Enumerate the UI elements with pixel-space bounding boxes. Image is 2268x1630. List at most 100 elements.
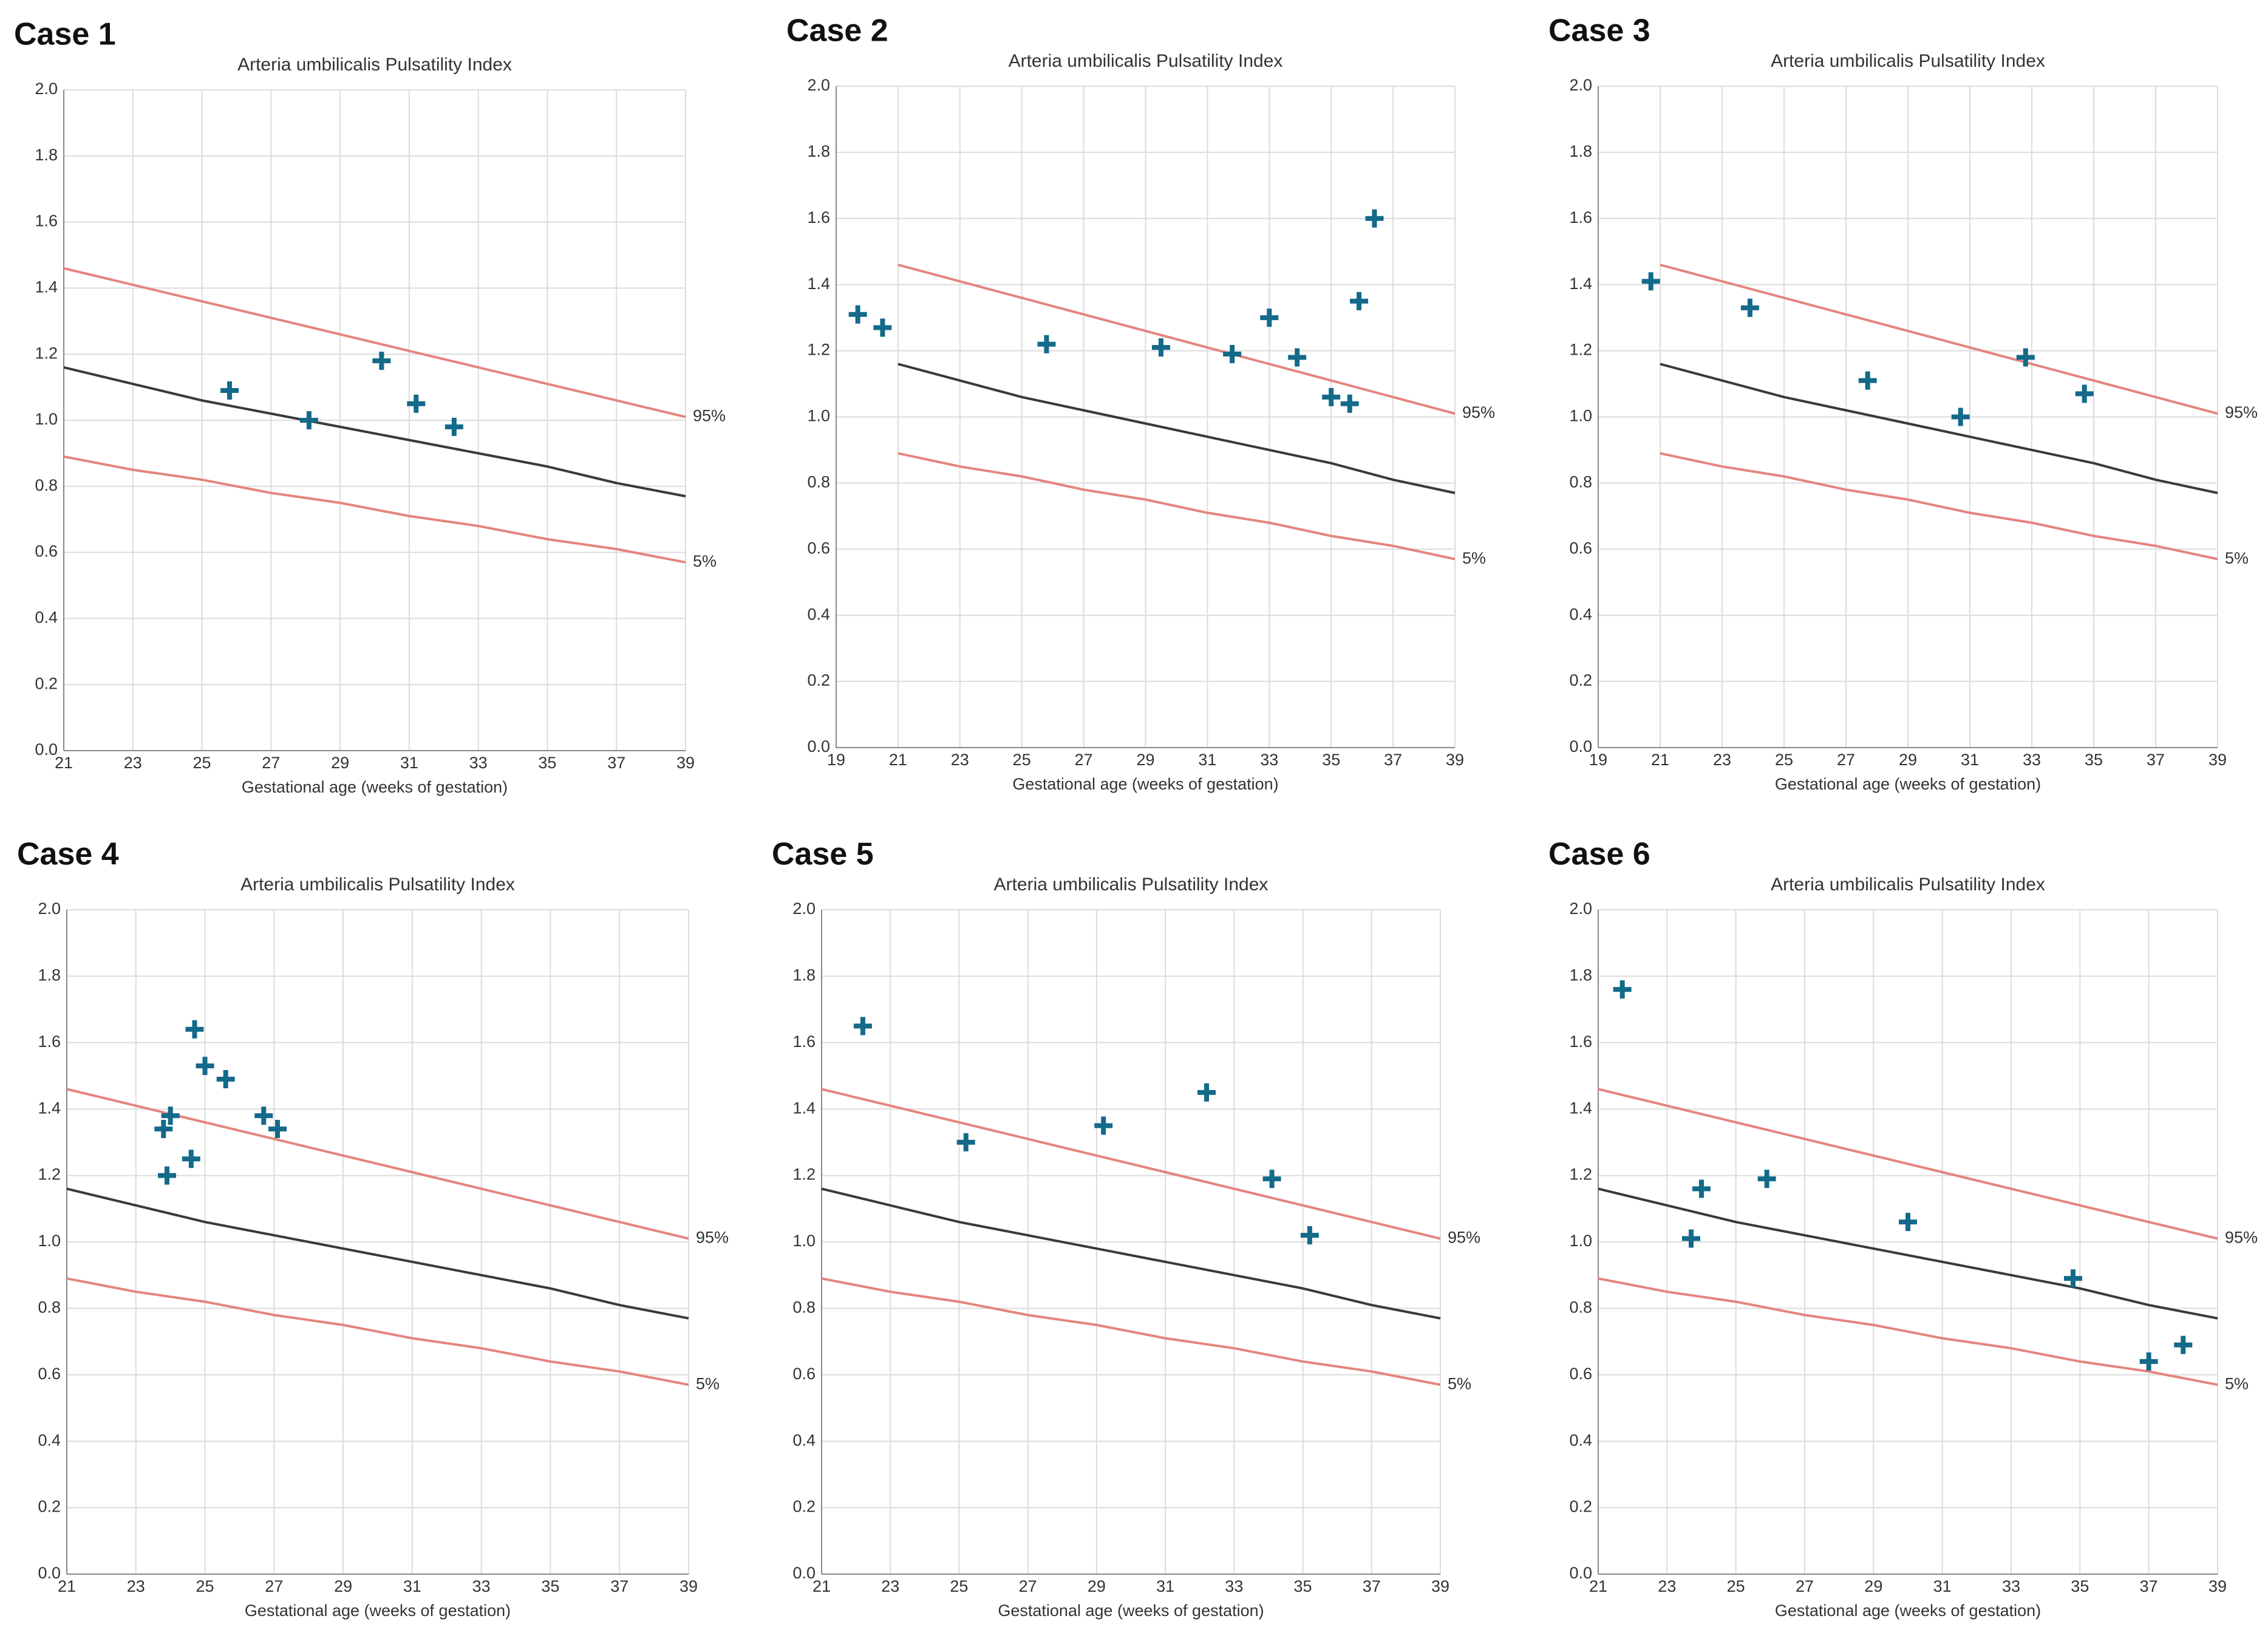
x-axis-label: Gestational age (weeks of gestation) (998, 1601, 1264, 1620)
data-point (1223, 345, 1242, 364)
x-tick-label: 39 (1431, 1577, 1449, 1595)
data-point (185, 1020, 204, 1038)
y-tick-label: 0.8 (1569, 473, 1592, 491)
x-tick-label: 25 (950, 1577, 968, 1595)
case-heading: Case 1 (14, 17, 116, 52)
y-tick-label: 0.8 (38, 1298, 61, 1317)
y-tick-label: 1.0 (807, 407, 830, 425)
y-tick-label: 1.2 (1569, 1165, 1592, 1184)
x-tick-label: 29 (331, 754, 349, 772)
x-tick-label: 37 (610, 1577, 628, 1595)
data-point (853, 1017, 872, 1035)
data-point (1641, 272, 1660, 291)
data-point (2075, 384, 2094, 403)
x-tick-label: 27 (1796, 1577, 1814, 1595)
x-tick-label: 29 (1136, 751, 1154, 769)
x-tick-label: 23 (124, 754, 142, 772)
data-point (268, 1120, 287, 1139)
reference-label: 95% (1448, 1229, 1480, 1247)
y-tick-label: 0.4 (807, 605, 830, 623)
y-tick-label: 1.2 (1569, 341, 1592, 359)
y-tick-label: 1.6 (807, 208, 830, 227)
x-tick-label: 19 (1589, 751, 1607, 769)
data-point (1757, 1170, 1776, 1188)
x-tick-label: 35 (2071, 1577, 2089, 1595)
y-tick-label: 1.4 (1569, 1099, 1592, 1117)
x-tick-label: 27 (265, 1577, 283, 1595)
reference-label: 5% (1448, 1374, 1471, 1393)
y-tick-label: 0.2 (35, 674, 58, 692)
y-tick-label: 0.6 (792, 1365, 816, 1383)
x-tick-label: 35 (541, 1577, 559, 1595)
y-tick-label: 1.0 (38, 1232, 61, 1250)
x-tick-label: 25 (193, 754, 211, 772)
x-tick-label: 33 (472, 1577, 491, 1595)
y-tick-label: 0.2 (1569, 671, 1592, 689)
x-tick-label: 25 (196, 1577, 214, 1595)
chart-title: Arteria umbilicalis Pulsatility Index (237, 55, 512, 75)
x-tick-label: 31 (1156, 1577, 1174, 1595)
y-tick-label: 0.2 (38, 1498, 61, 1516)
x-tick-label: 21 (1589, 1577, 1607, 1595)
x-tick-label: 29 (1899, 751, 1917, 769)
y-tick-label: 1.2 (807, 341, 830, 359)
chart-title: Arteria umbilicalis Pulsatility Index (994, 875, 1269, 895)
x-tick-label: 39 (676, 754, 695, 772)
data-point (1262, 1170, 1281, 1188)
x-tick-label: 39 (679, 1577, 698, 1595)
y-tick-label: 1.8 (792, 966, 816, 984)
data-point (848, 305, 867, 324)
y-tick-label: 0.4 (1569, 1431, 1592, 1449)
data-point (216, 1069, 235, 1088)
y-tick-label: 1.6 (35, 212, 58, 230)
data-point (2064, 1269, 2082, 1288)
y-tick-label: 0.8 (807, 473, 830, 491)
data-point (2016, 348, 2035, 367)
x-tick-label: 33 (2023, 751, 2041, 769)
data-point (154, 1120, 173, 1139)
x-tick-label: 29 (1864, 1577, 1882, 1595)
reference-line (66, 1088, 689, 1240)
chart-title: Arteria umbilicalis Pulsatility Index (1771, 51, 2045, 71)
x-tick-label: 37 (2147, 751, 2165, 769)
y-tick-label: 0.8 (35, 476, 58, 494)
x-tick-label: 39 (2208, 751, 2227, 769)
x-tick-label: 21 (58, 1577, 76, 1595)
x-tick-label: 27 (1837, 751, 1855, 769)
y-tick-label: 0.2 (1569, 1498, 1592, 1516)
data-point (956, 1133, 975, 1151)
y-tick-label: 2.0 (792, 899, 816, 918)
y-tick-label: 0.4 (1569, 605, 1592, 623)
reference-line (1598, 1088, 2218, 1240)
case-heading: Case 6 (1548, 837, 1650, 872)
x-tick-label: 19 (827, 751, 845, 769)
data-point (161, 1107, 180, 1125)
y-tick-label: 0.8 (1569, 1298, 1592, 1317)
reference-label: 95% (1462, 403, 1495, 421)
data-point (407, 394, 426, 413)
y-tick-label: 1.6 (1569, 1032, 1592, 1051)
data-point (1692, 1179, 1711, 1198)
data-point (1300, 1226, 1319, 1245)
y-tick-label: 1.4 (807, 275, 830, 293)
y-tick-label: 2.0 (807, 76, 830, 94)
x-tick-label: 35 (538, 754, 556, 772)
case-heading: Case 3 (1548, 13, 1650, 49)
reference-line (821, 1277, 1441, 1386)
x-tick-label: 33 (1260, 751, 1278, 769)
y-tick-label: 1.4 (35, 278, 58, 296)
data-point (1094, 1116, 1113, 1135)
data-point (2139, 1352, 2158, 1371)
y-tick-label: 1.6 (792, 1032, 816, 1051)
data-point (1350, 292, 1369, 310)
x-tick-label: 31 (1933, 1577, 1952, 1595)
x-tick-label: 25 (1775, 751, 1793, 769)
reference-label: 5% (2225, 549, 2249, 567)
data-point (1899, 1213, 1917, 1232)
reference-line (66, 1187, 689, 1320)
y-tick-label: 1.6 (38, 1032, 61, 1051)
y-tick-label: 1.4 (38, 1099, 61, 1117)
x-axis-label: Gestational age (weeks of gestation) (1012, 775, 1278, 793)
x-tick-label: 31 (403, 1577, 421, 1595)
